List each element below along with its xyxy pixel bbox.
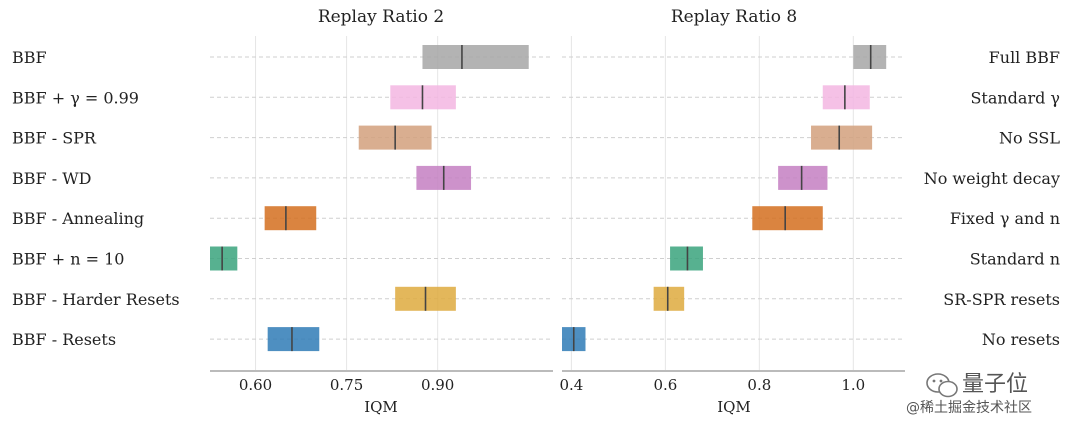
interval-bar [853, 45, 887, 69]
category-label: No resets [982, 330, 1060, 349]
category-label: Fixed γ and n [950, 209, 1060, 228]
panel-replay-ratio-2: Replay Ratio 2 BBF BBF + γ = 0.99 BBF - SPR… [12, 7, 553, 416]
watermark-source: @稀土掘金技术社区 [906, 400, 1032, 416]
interval-bar [422, 45, 529, 69]
interval-bar [822, 85, 870, 110]
category-label: No weight decay [924, 169, 1060, 188]
x-tick-label: 0.90 [421, 376, 454, 394]
category-label: BBF - Harder Resets [12, 290, 180, 309]
category-label: Full BBF [989, 48, 1060, 67]
interval-bar [653, 286, 685, 311]
watermark-brand: 量子位 [962, 372, 1028, 397]
category-label: SR-SPR resets [943, 290, 1060, 309]
category-label: BBF + γ = 0.99 [12, 88, 139, 107]
category-label: BBF - Annealing [12, 209, 144, 228]
category-label: BBF - SPR [12, 129, 97, 148]
category-label: BBF - WD [12, 169, 91, 188]
interval-bar [811, 125, 873, 150]
x-axis-label: IQM [364, 398, 398, 416]
category-label: Standard n [970, 250, 1060, 269]
category-label: BBF + n = 10 [12, 250, 124, 269]
category-label: BBF [12, 48, 47, 67]
interval-bar [778, 165, 828, 190]
category-label: BBF - Resets [12, 330, 116, 349]
interval-bar [264, 206, 317, 231]
watermark: 量子位 @稀土掘金技术社区 [906, 372, 1032, 416]
interval-bar [752, 206, 823, 231]
x-axis-label: IQM [717, 398, 751, 416]
x-tick-label: 0.75 [330, 376, 363, 394]
wechat-icon [926, 373, 958, 398]
x-tick-label: 0.60 [239, 376, 272, 394]
panel-title: Replay Ratio 2 [318, 7, 444, 27]
x-tick-label: 0.4 [559, 376, 583, 394]
x-tick-label: 0.6 [653, 376, 677, 394]
x-tick-label: 1.0 [841, 376, 865, 394]
interval-bar [210, 246, 238, 271]
interval-bar [670, 246, 703, 271]
category-label: No SSL [999, 129, 1060, 148]
category-label: Standard γ [970, 88, 1060, 107]
x-tick-label: 0.8 [747, 376, 771, 394]
interval-bar [267, 327, 320, 352]
panel-replay-ratio-8: Replay Ratio 8 Full BBF Standard γ No SSL No… [559, 7, 1060, 416]
panel-title: Replay Ratio 8 [671, 7, 797, 27]
